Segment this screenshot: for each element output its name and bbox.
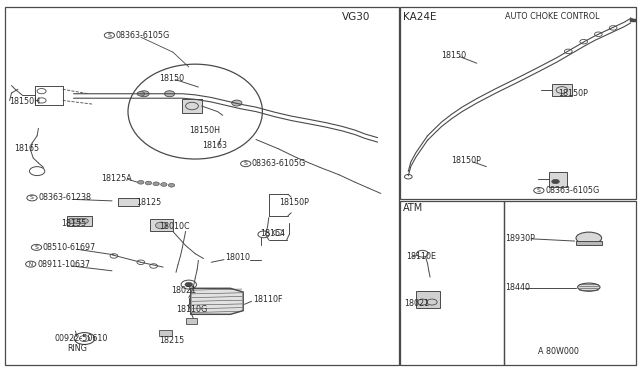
Circle shape [153, 182, 159, 186]
Text: 18150H: 18150H [189, 126, 220, 135]
Circle shape [138, 180, 144, 184]
Text: RING: RING [67, 344, 87, 353]
Text: KA24E: KA24E [403, 12, 436, 22]
Text: 08363-6105G: 08363-6105G [252, 159, 306, 168]
Bar [576, 241, 602, 245]
Text: 18010C: 18010C [159, 222, 189, 231]
Text: 18164: 18164 [260, 229, 285, 238]
Circle shape [74, 218, 83, 224]
Text: 18150: 18150 [159, 74, 184, 83]
Text: 18125: 18125 [136, 198, 161, 207]
Bar [118, 198, 139, 206]
Circle shape [137, 92, 145, 96]
Ellipse shape [578, 283, 600, 291]
Bar [504, 201, 636, 365]
Circle shape [185, 282, 193, 287]
Circle shape [79, 218, 88, 224]
Text: 08911-10637: 08911-10637 [37, 260, 90, 269]
Text: 18021: 18021 [172, 286, 196, 295]
Text: 18150: 18150 [442, 51, 467, 60]
Circle shape [168, 183, 175, 187]
Bar [400, 201, 504, 365]
Text: S: S [244, 161, 248, 166]
Text: 18440: 18440 [506, 283, 531, 292]
Text: 18150P: 18150P [558, 89, 588, 98]
Text: 08363-61238: 08363-61238 [38, 193, 92, 202]
Text: 08363-6105G: 08363-6105G [115, 31, 170, 40]
Bar [182, 99, 202, 113]
Text: 18215: 18215 [159, 336, 184, 344]
Circle shape [145, 181, 152, 185]
Text: A 80W000: A 80W000 [538, 347, 579, 356]
Text: N: N [29, 262, 33, 267]
Text: 18021: 18021 [404, 299, 429, 308]
Circle shape [161, 183, 167, 186]
Circle shape [139, 91, 149, 97]
Text: VG30: VG30 [342, 12, 371, 22]
Text: ATM: ATM [403, 203, 424, 213]
Circle shape [68, 218, 77, 224]
Text: 08510-61697: 08510-61697 [43, 243, 96, 252]
Bar [159, 330, 172, 336]
Text: 18155: 18155 [61, 219, 86, 228]
Text: 08363-6105G: 08363-6105G [545, 186, 600, 195]
Bar [67, 216, 92, 226]
Bar [400, 7, 636, 199]
Bar [552, 84, 572, 96]
Circle shape [552, 179, 559, 184]
Text: 18010: 18010 [225, 253, 250, 262]
Text: AUTO CHOKE CONTROL: AUTO CHOKE CONTROL [505, 12, 600, 21]
Text: S: S [108, 33, 111, 38]
Text: 18163: 18163 [202, 141, 227, 150]
Polygon shape [191, 288, 243, 314]
Bar [416, 291, 440, 308]
Text: 00922-50610: 00922-50610 [54, 334, 108, 343]
Text: S: S [35, 245, 38, 250]
Text: 18150P: 18150P [451, 156, 481, 165]
Bar [630, 19, 636, 22]
Bar [5, 7, 399, 365]
Text: 18930P: 18930P [506, 234, 536, 243]
Text: S: S [537, 188, 541, 193]
Text: 18110G: 18110G [176, 305, 207, 314]
Bar [186, 318, 197, 324]
Text: 18110F: 18110F [253, 295, 282, 304]
Text: 18165: 18165 [14, 144, 39, 153]
Text: 18150P: 18150P [279, 198, 309, 207]
Ellipse shape [576, 232, 602, 244]
Text: S: S [30, 195, 34, 201]
Text: 18150H: 18150H [10, 97, 40, 106]
Text: 18110E: 18110E [406, 252, 436, 261]
Circle shape [164, 91, 175, 97]
Circle shape [232, 100, 242, 106]
Text: 18125A: 18125A [101, 174, 132, 183]
Bar [549, 172, 567, 187]
Bar [150, 219, 173, 231]
Circle shape [156, 222, 167, 229]
